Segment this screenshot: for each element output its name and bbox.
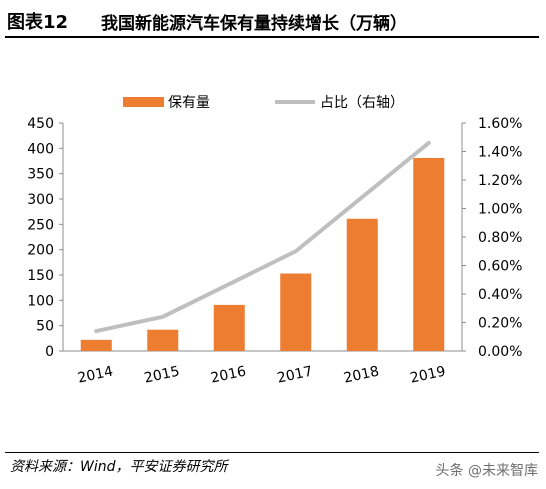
x-tick-label: 2016 — [209, 364, 247, 387]
x-tick-label: 2019 — [409, 364, 447, 387]
bar-2019 — [413, 157, 445, 351]
y-right-tick-label: 1.40% — [478, 145, 522, 161]
y-right-tick-label: 1.60% — [478, 116, 522, 132]
x-tick-label: 2015 — [143, 364, 181, 387]
y-left-tick-label: 150 — [27, 268, 54, 284]
legend-line-label: 占比（右轴） — [320, 95, 404, 111]
legend-bar-swatch — [123, 97, 164, 107]
share-line — [94, 140, 431, 334]
y-left-tick-label: 250 — [27, 217, 54, 233]
y-left-tick-label: 200 — [27, 243, 54, 259]
y-right-tick-label: 0.60% — [478, 259, 522, 275]
bar-2014 — [80, 339, 112, 351]
legend-bar-label: 保有量 — [168, 95, 210, 111]
chart-area: 0 50 100 150 200 250 300 350 400 450 0.00% 0.20% 0.4… — [27, 95, 522, 387]
x-tick-label: 2014 — [76, 364, 114, 387]
y-left-tick-label: 50 — [36, 319, 54, 335]
footer-divider — [5, 452, 539, 453]
y-right-tick-label: 0.40% — [478, 287, 522, 303]
y-left-tick-label: 350 — [27, 167, 54, 183]
source-note: 资料来源：Wind，平安证券研究所 — [10, 459, 228, 475]
y-right-tick-label: 1.00% — [478, 202, 522, 218]
header-divider — [5, 36, 539, 38]
bar-2017 — [280, 273, 312, 351]
watermark-text: 头条 @未来智库 — [435, 463, 538, 479]
y-left-tick-label: 300 — [27, 192, 54, 208]
bar-2016 — [213, 304, 245, 351]
y-left-tick-label: 100 — [27, 293, 54, 309]
chart-title: 我国新能源汽车保有量持续增长（万辆） — [101, 14, 407, 34]
y-right-tick-label: 0.00% — [478, 344, 522, 360]
chart-header: 图表12 我国新能源汽车保有量持续增长（万辆） — [5, 0, 539, 40]
y-right-tick-label: 0.20% — [478, 316, 522, 332]
figure-label: 图表12 — [7, 12, 69, 33]
y-left-tick-label: 400 — [27, 141, 54, 157]
bar-2018 — [346, 218, 378, 351]
y-left-tick-label: 450 — [27, 116, 54, 132]
x-tick-label: 2017 — [276, 364, 314, 387]
x-tick-label: 2018 — [342, 364, 380, 387]
bar-2015 — [147, 329, 179, 351]
y-left-tick-label: 0 — [45, 344, 54, 360]
y-right-tick-label: 1.20% — [478, 173, 522, 189]
y-right-tick-label: 0.80% — [478, 230, 522, 246]
